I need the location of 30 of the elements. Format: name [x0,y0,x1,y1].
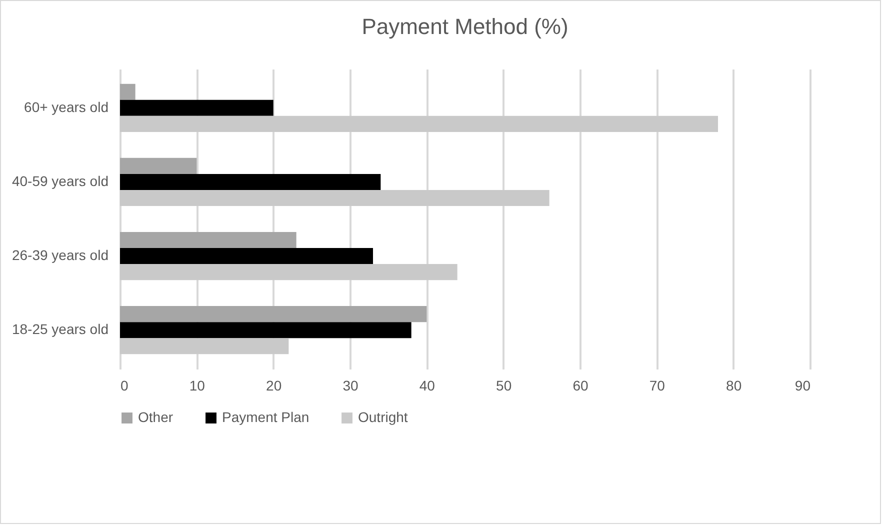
y-tick-label: 60+ years old [24,98,108,115]
x-tick-label: 60 [572,378,588,394]
legend-label: Payment Plan [222,409,310,425]
x-tick-label: 10 [189,378,206,394]
x-tick-label: 80 [726,378,742,394]
y-tick-label: 40-59 years old [12,172,108,189]
y-tick-label: 26-39 years old [12,247,108,264]
bar [120,338,289,354]
bar [120,190,550,206]
y-tick-label: 18-25 years old [12,321,108,338]
x-tick-label: 0 [120,378,128,394]
bar [120,100,274,116]
legend-label: Other [138,409,174,425]
bar [120,174,381,190]
bar [120,158,197,174]
x-tick-label: 20 [266,378,282,394]
x-tick-label: 30 [342,378,358,394]
bar [120,264,458,280]
bar [120,306,427,322]
bar [120,322,412,338]
x-tick-label: 70 [649,378,666,394]
x-tick-label: 40 [419,378,436,394]
bar [120,116,718,132]
bar [120,84,136,100]
x-tick-label: 50 [496,378,512,394]
bar [120,232,296,248]
legend-label: Outright [358,409,408,425]
x-tick-label: 90 [794,378,811,394]
bar [120,248,373,264]
chart-title: Payment Method (%) [362,14,568,39]
